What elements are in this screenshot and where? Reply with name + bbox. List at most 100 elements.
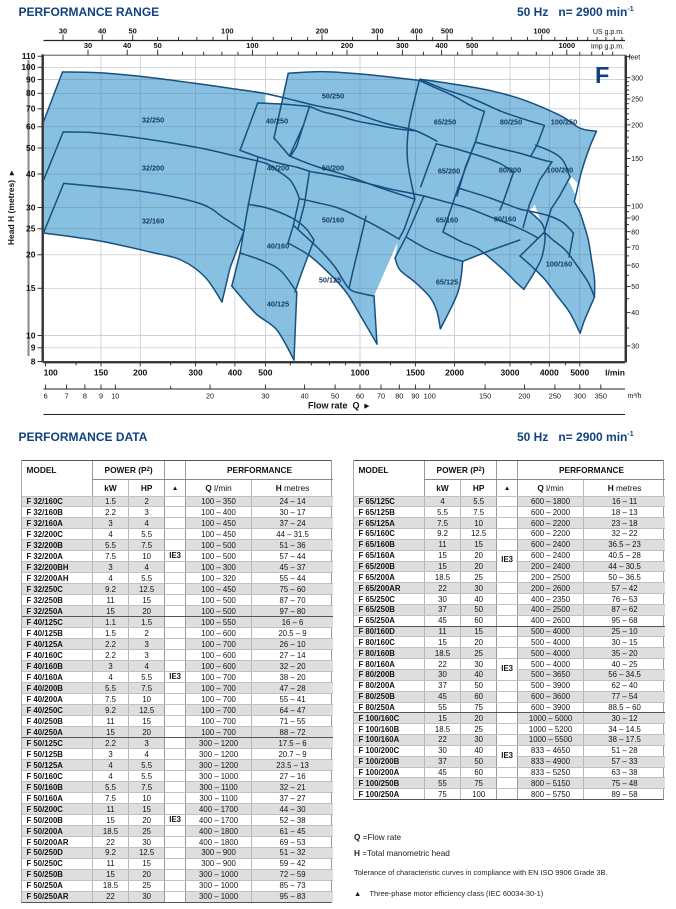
svg-text:400: 400 (410, 26, 423, 35)
svg-text:150: 150 (631, 156, 643, 163)
svg-text:80: 80 (631, 229, 639, 236)
svg-text:150: 150 (479, 392, 491, 401)
svg-text:65/160: 65/160 (436, 216, 458, 225)
svg-text:feet: feet (629, 55, 641, 62)
svg-text:60: 60 (26, 122, 36, 132)
svg-text:50: 50 (331, 392, 339, 401)
svg-text:9: 9 (31, 343, 36, 353)
svg-text:100: 100 (424, 392, 436, 401)
svg-text:300: 300 (631, 75, 643, 82)
svg-text:100: 100 (246, 41, 259, 50)
svg-text:350: 350 (595, 392, 607, 401)
svg-text:15: 15 (26, 283, 36, 293)
svg-text:50/125: 50/125 (319, 276, 341, 285)
svg-text:m³/h: m³/h (628, 393, 642, 400)
svg-text:300: 300 (574, 392, 586, 401)
svg-text:40/160: 40/160 (267, 242, 289, 251)
svg-text:65/125: 65/125 (436, 278, 458, 287)
svg-text:5000: 5000 (570, 368, 589, 378)
svg-text:30: 30 (59, 26, 67, 35)
svg-text:Flow rate Q ▸: Flow rate Q ▸ (308, 401, 370, 411)
svg-text:50: 50 (154, 41, 162, 50)
svg-text:70: 70 (377, 392, 385, 401)
svg-text:300: 300 (189, 368, 203, 378)
svg-text:100: 100 (21, 62, 35, 72)
svg-text:8: 8 (83, 392, 87, 401)
svg-text:60: 60 (356, 392, 364, 401)
svg-text:9: 9 (99, 392, 103, 401)
svg-text:l/min: l/min (605, 368, 625, 378)
svg-text:1000: 1000 (351, 368, 370, 378)
svg-text:80/160: 80/160 (494, 215, 516, 224)
svg-text:20: 20 (26, 250, 36, 260)
svg-text:200: 200 (133, 368, 147, 378)
svg-text:3000: 3000 (501, 368, 520, 378)
svg-text:50/200: 50/200 (322, 164, 344, 173)
svg-text:Imp g.p.m.: Imp g.p.m. (591, 44, 624, 51)
svg-text:50: 50 (631, 284, 639, 291)
svg-text:300: 300 (371, 26, 384, 35)
svg-text:70: 70 (631, 245, 639, 252)
svg-text:30: 30 (631, 344, 639, 351)
svg-text:40: 40 (123, 41, 131, 50)
svg-text:50/250: 50/250 (322, 92, 344, 101)
svg-text:10: 10 (26, 330, 36, 340)
svg-text:40/125: 40/125 (267, 300, 289, 309)
svg-text:F: F (595, 62, 609, 88)
svg-text:40: 40 (98, 26, 106, 35)
svg-text:40: 40 (26, 169, 36, 179)
svg-text:65/200: 65/200 (438, 167, 460, 176)
svg-text:25: 25 (26, 224, 36, 234)
svg-text:500: 500 (441, 26, 454, 35)
svg-text:100: 100 (631, 203, 643, 210)
svg-text:90: 90 (631, 216, 639, 223)
svg-text:20: 20 (206, 392, 214, 401)
svg-text:400: 400 (228, 368, 242, 378)
svg-text:80/250: 80/250 (500, 118, 522, 127)
svg-text:250: 250 (549, 392, 561, 401)
svg-text:80: 80 (395, 392, 403, 401)
svg-text:10: 10 (111, 392, 119, 401)
svg-text:90: 90 (411, 392, 419, 401)
svg-text:4000: 4000 (540, 368, 559, 378)
svg-text:1000: 1000 (533, 26, 550, 35)
svg-text:40: 40 (301, 392, 309, 401)
svg-text:60: 60 (631, 263, 639, 270)
svg-text:300: 300 (396, 41, 409, 50)
svg-text:500: 500 (466, 41, 479, 50)
svg-text:40/200: 40/200 (267, 164, 289, 173)
svg-text:7: 7 (65, 392, 69, 401)
svg-text:90: 90 (26, 74, 36, 84)
svg-text:200: 200 (518, 392, 530, 401)
svg-text:400: 400 (435, 41, 448, 50)
svg-text:Head H (metres) ▸: Head H (metres) ▸ (6, 170, 16, 245)
svg-text:32/200: 32/200 (142, 164, 164, 173)
svg-text:500: 500 (258, 368, 272, 378)
svg-text:200: 200 (316, 26, 329, 35)
svg-text:200: 200 (631, 123, 643, 130)
svg-text:US g.p.m.: US g.p.m. (593, 29, 624, 36)
svg-text:30: 30 (26, 202, 36, 212)
svg-text:50: 50 (26, 143, 36, 153)
svg-text:100/250: 100/250 (551, 118, 577, 127)
svg-text:50/160: 50/160 (322, 216, 344, 225)
svg-text:40: 40 (631, 310, 639, 317)
svg-text:150: 150 (94, 368, 108, 378)
svg-text:70: 70 (26, 104, 36, 114)
svg-text:30: 30 (84, 41, 92, 50)
svg-text:1000: 1000 (558, 41, 575, 50)
svg-text:32/160: 32/160 (142, 217, 164, 226)
svg-text:80/200: 80/200 (499, 166, 521, 175)
svg-text:200: 200 (341, 41, 354, 50)
svg-text:100/160: 100/160 (546, 260, 572, 269)
svg-text:250: 250 (631, 97, 643, 104)
svg-text:8: 8 (31, 356, 36, 366)
svg-text:6: 6 (44, 392, 48, 401)
svg-text:50: 50 (129, 26, 137, 35)
svg-text:2000: 2000 (445, 368, 464, 378)
svg-text:32/250: 32/250 (142, 116, 164, 125)
svg-text:80: 80 (26, 88, 36, 98)
svg-text:40/250: 40/250 (266, 117, 288, 126)
svg-text:1500: 1500 (406, 368, 425, 378)
svg-text:65/250: 65/250 (434, 118, 456, 127)
